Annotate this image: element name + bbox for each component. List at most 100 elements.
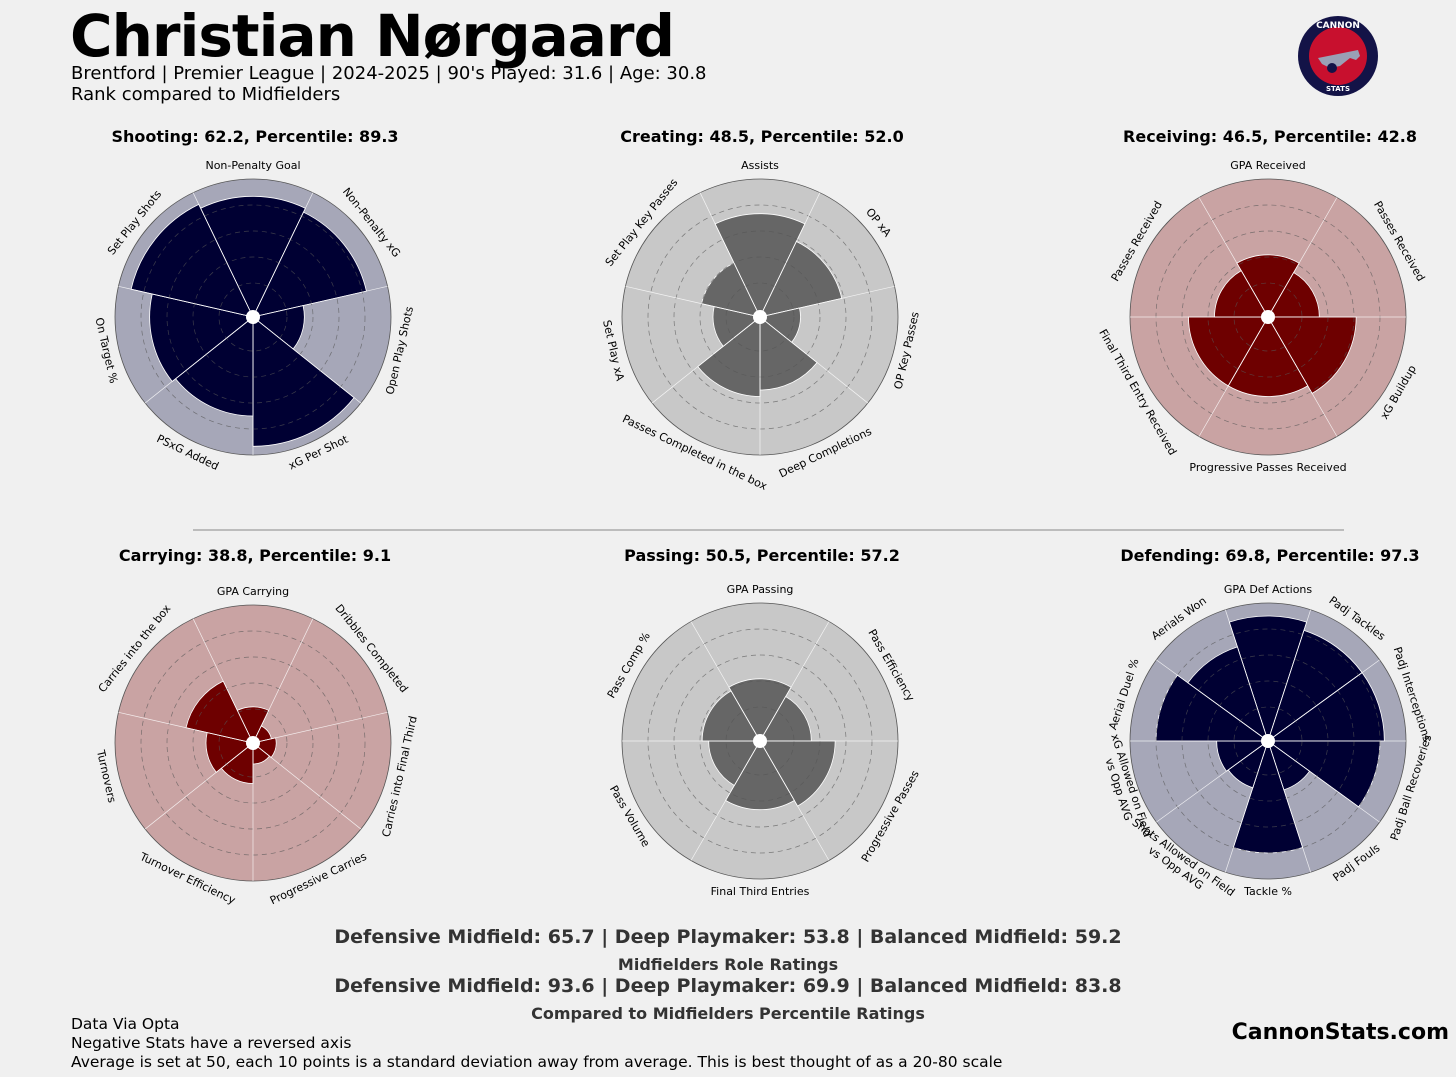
percentile-ratings: Defensive Midfield: 93.6 | Deep Playmake…	[334, 975, 1122, 997]
polar-chart: Carrying: 38.8, Percentile: 9.1 GPA Carry…	[94, 546, 420, 907]
grid-spoke	[1267, 740, 1311, 873]
chart-center	[246, 310, 260, 324]
polar-chart: Defending: 69.8, Percentile: 97.3 GPA Def…	[1103, 546, 1435, 899]
chart-center	[1261, 310, 1275, 324]
grid-spoke	[1198, 316, 1269, 437]
grid-spoke	[690, 740, 761, 861]
polar-chart: Shooting: 62.2, Percentile: 89.3 Non-Pena…	[92, 127, 416, 473]
grid-spoke	[252, 742, 362, 830]
grid-spoke	[625, 285, 761, 318]
polar-chart: Creating: 48.5, Percentile: 52.0AssistsO…	[600, 127, 922, 493]
grid-spoke	[1156, 659, 1269, 742]
cannon-icon	[1318, 50, 1360, 68]
bar-psxg-added	[175, 316, 254, 417]
percentile-ratings-caption: Compared to Midfielders Percentile Ratin…	[531, 1004, 925, 1023]
grid-spoke	[192, 618, 254, 744]
chart-title: Creating: 48.5, Percentile: 52.0	[620, 127, 903, 146]
bar-gpa-received	[1236, 254, 1300, 318]
grid-spoke	[252, 618, 314, 744]
grid-spoke	[252, 316, 362, 404]
chart-center	[246, 736, 260, 750]
bar-final-third-entries	[725, 740, 795, 810]
grid-spoke	[759, 285, 895, 318]
grid-ring	[166, 656, 340, 830]
bar-passes-received	[1214, 270, 1269, 318]
category-label: Non-Penalty Goal	[205, 159, 300, 172]
player-name: Christian Nørgaard	[70, 2, 675, 70]
bar-progressive-passes-received	[1227, 316, 1309, 397]
bar-gpa-passing	[728, 678, 792, 742]
grid-ring	[725, 282, 795, 352]
chart-center	[1261, 734, 1275, 748]
bar-xg-buildup	[1267, 316, 1357, 394]
grid-spoke	[1267, 659, 1380, 742]
comparison-group: Rank compared to Midfielders	[71, 84, 341, 105]
bar-non-penalty-xg	[252, 211, 367, 318]
grid-spoke	[118, 711, 254, 744]
role-ratings-caption: Midfielders Role Ratings	[617, 955, 839, 974]
negative-stats-note: Negative Stats have a reversed axis	[71, 1034, 352, 1052]
cannon-wheel-icon	[1327, 63, 1337, 73]
logo-bottom-text: STATS	[1326, 85, 1350, 93]
site-name: CannonStats.com	[1231, 1020, 1449, 1045]
bar-progressive-passes	[759, 740, 836, 807]
grid-spoke	[144, 742, 254, 830]
category-label: Final Third Entries	[711, 885, 810, 898]
category-label: GPA Passing	[727, 583, 794, 596]
grid-spoke	[252, 285, 388, 318]
grid-ring	[218, 282, 288, 352]
bar-final-third-entry-received	[1188, 316, 1269, 387]
bar-xg-per-shot	[252, 316, 355, 447]
grid-spoke	[252, 711, 388, 744]
bar-pass-comp-	[701, 690, 761, 742]
polar-chart: Receiving: 46.5, Percentile: 42.8 GPA Rec…	[1096, 127, 1427, 474]
category-label: Progressive Passes Received	[1189, 461, 1346, 474]
category-label: GPA Received	[1230, 159, 1306, 172]
bar-deep-completions	[759, 316, 818, 391]
grid-ring	[218, 708, 288, 778]
grid-spoke	[1198, 197, 1269, 318]
category-label: Tackle %	[1243, 885, 1292, 898]
polar-chart: Passing: 50.5, Percentile: 57.2 GPA Passi…	[605, 546, 922, 898]
grid-spoke	[144, 316, 254, 404]
bar-gpa-def-actions	[1228, 615, 1308, 743]
bar-on-target-	[149, 293, 254, 382]
grid-spoke	[118, 285, 254, 318]
data-source: Data Via Opta	[71, 1015, 180, 1033]
chart-title: Shooting: 62.2, Percentile: 89.3	[111, 127, 398, 146]
grid-spoke	[759, 192, 821, 318]
player-subtitle: Brentford | Premier League | 2024-2025 |…	[71, 63, 707, 84]
chart-center	[753, 734, 767, 748]
bar-padj-interceptions	[1266, 672, 1385, 742]
category-label: Turnovers	[94, 748, 119, 804]
bar-carries-into-the-box	[185, 680, 254, 744]
grid-spoke	[252, 192, 314, 318]
bar-padj-tackles	[1267, 629, 1363, 743]
grid-spoke	[759, 621, 830, 742]
category-label: GPA Def Actions	[1224, 583, 1313, 596]
grid-spoke	[1267, 197, 1338, 318]
chart-center	[753, 310, 767, 324]
grid-spoke	[759, 740, 830, 861]
bar-assists	[714, 213, 806, 318]
chart-title: Passing: 50.5, Percentile: 57.2	[624, 546, 900, 565]
role-ratings: Defensive Midfield: 65.7 | Deep Playmake…	[334, 926, 1122, 948]
grid-spoke	[699, 192, 761, 318]
grid-spoke	[690, 621, 761, 742]
grid-spoke	[1267, 609, 1311, 742]
grid-spoke	[1156, 740, 1269, 823]
chart-title: Receiving: 46.5, Percentile: 42.8	[1123, 127, 1417, 146]
cannon-stats-logo: CANNON STATS	[1298, 16, 1378, 96]
category-label: Assists	[741, 159, 779, 172]
bar-op-xa	[759, 240, 843, 318]
chart-title: Defending: 69.8, Percentile: 97.3	[1120, 546, 1419, 565]
grid-ring	[166, 230, 340, 404]
grid-spoke	[1267, 316, 1338, 437]
grid-spoke	[1267, 740, 1380, 823]
bar-set-play-shots	[130, 203, 254, 318]
chart-title: Carrying: 38.8, Percentile: 9.1	[119, 546, 391, 565]
grid-spoke	[192, 192, 254, 318]
grid-spoke	[1225, 740, 1269, 873]
scale-note: Average is set at 50, each 10 points is …	[71, 1053, 1003, 1071]
